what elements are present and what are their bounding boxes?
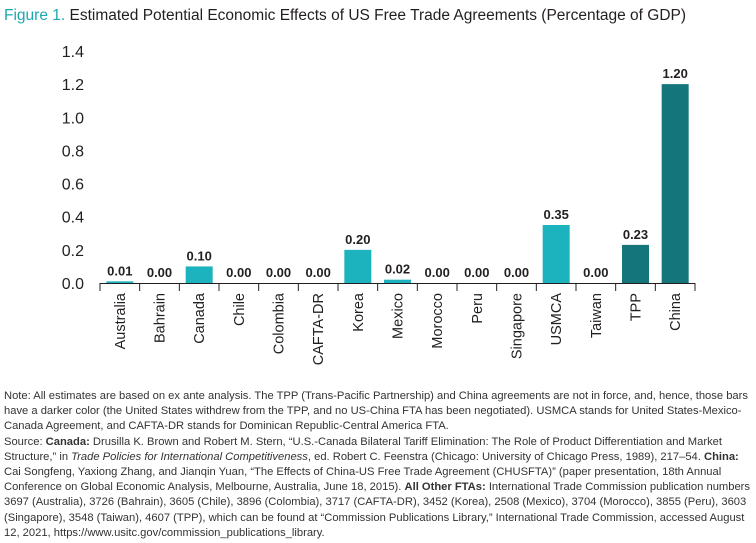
x-tick-label-chile: Chile xyxy=(232,293,248,326)
y-tick-label: 0.8 xyxy=(62,143,84,160)
source-china-label: China: xyxy=(703,450,739,463)
value-label-taiwan: 0.00 xyxy=(583,265,608,280)
source-canada-text: Drusilla K. Brown and Robert M. Stern, “… xyxy=(4,435,722,463)
x-tick-label-peru: Peru xyxy=(470,293,486,324)
x-ticks xyxy=(99,283,696,291)
x-tick-label-canada: Canada xyxy=(192,292,208,344)
bar-australia xyxy=(106,281,134,283)
y-tick-label: 0.2 xyxy=(62,243,84,260)
x-tick-label-cafta-dr: CAFTA-DR xyxy=(311,293,327,365)
chart-title-text: Estimated Potential Economic Effects of … xyxy=(69,7,687,24)
x-tick-label-morocco: Morocco xyxy=(430,293,446,349)
x-tick-label-australia: Australia xyxy=(113,292,129,349)
value-label-morocco: 0.00 xyxy=(425,265,450,280)
source-prefix: Source: xyxy=(4,435,46,448)
x-tick-label-usmca: USMCA xyxy=(549,293,565,346)
source-canada-label: Canada: xyxy=(45,435,90,448)
value-label-peru: 0.00 xyxy=(464,265,489,280)
bar-usmca xyxy=(542,225,570,283)
chart-title: Figure 1. Estimated Potential Economic E… xyxy=(4,7,686,25)
value-label-australia: 0.01 xyxy=(107,263,132,278)
bar-mexico xyxy=(384,279,411,283)
value-label-chile: 0.00 xyxy=(226,265,251,280)
source-canada-book: Trade Policies for International Competi… xyxy=(71,450,308,463)
x-tick-label-bahrain: Bahrain xyxy=(153,293,169,343)
y-tick-label: 0.4 xyxy=(62,210,84,227)
value-label-china: 1.20 xyxy=(663,66,688,81)
x-tick-label-korea: Korea xyxy=(351,292,367,332)
x-tick-label-singapore: Singapore xyxy=(510,293,526,359)
bar-korea xyxy=(344,249,372,283)
x-axis-labels: Australia Bahrain Canada Chile Colombia CAFTA… xyxy=(113,292,684,365)
value-label-cafta-dr: 0.00 xyxy=(306,265,331,280)
source-other-text: International Trade Commission publicati… xyxy=(4,481,751,539)
value-label-mexico: 0.02 xyxy=(385,262,410,277)
note-text: Note: All estimates are based on ex ante… xyxy=(4,390,748,433)
source-china-text: Cai Songfeng, Yaxiong Zhang, and Jianqin… xyxy=(4,466,722,494)
y-tick-label: 1.0 xyxy=(62,110,84,127)
bar-tpp xyxy=(622,244,649,283)
x-tick-label-mexico: Mexico xyxy=(391,293,407,339)
source-text: Source: Canada: Drusilla K. Brown and Ro… xyxy=(4,435,752,541)
y-tick-label: 1.2 xyxy=(62,77,84,94)
x-tick-label-china: China xyxy=(668,292,684,331)
value-label-usmca: 0.35 xyxy=(544,207,569,222)
y-tick-label: 1.4 xyxy=(62,44,84,61)
x-tick-label-colombia: Colombia xyxy=(272,292,288,354)
x-tick-label-taiwan: Taiwan xyxy=(589,293,605,338)
y-tick-label: 0.0 xyxy=(62,276,84,293)
chart-notes: Note: All estimates are based on ex ante… xyxy=(4,389,752,541)
x-tick-label-tpp: TPP xyxy=(629,293,645,321)
y-axis: 0.0 0.2 0.4 0.6 0.8 1.0 1.2 1.4 xyxy=(62,44,84,293)
value-label-tpp: 0.23 xyxy=(623,227,648,242)
y-tick-label: 0.6 xyxy=(62,177,84,194)
bars xyxy=(106,84,689,284)
value-label-bahrain: 0.00 xyxy=(147,265,172,280)
value-label-canada: 0.10 xyxy=(187,248,212,263)
value-label-colombia: 0.00 xyxy=(266,265,291,280)
value-labels: 0.01 0.00 0.10 0.00 0.00 0.00 0.20 0.02 0.00 0.00… xyxy=(107,66,688,280)
value-label-korea: 0.20 xyxy=(345,232,370,247)
bar-canada xyxy=(185,266,213,283)
source-other-label: All Other FTAs: xyxy=(404,481,486,494)
figure-label: Figure 1. xyxy=(4,7,66,24)
source-canada-pages: , ed. Robert C. Feenstra (Chicago: Unive… xyxy=(307,450,704,463)
value-label-singapore: 0.00 xyxy=(504,265,529,280)
bar-chart: 0.00.20.40.60.81.01.21.4 0.01 0.000.100.0… xyxy=(62,44,696,365)
bar-china xyxy=(661,84,689,284)
